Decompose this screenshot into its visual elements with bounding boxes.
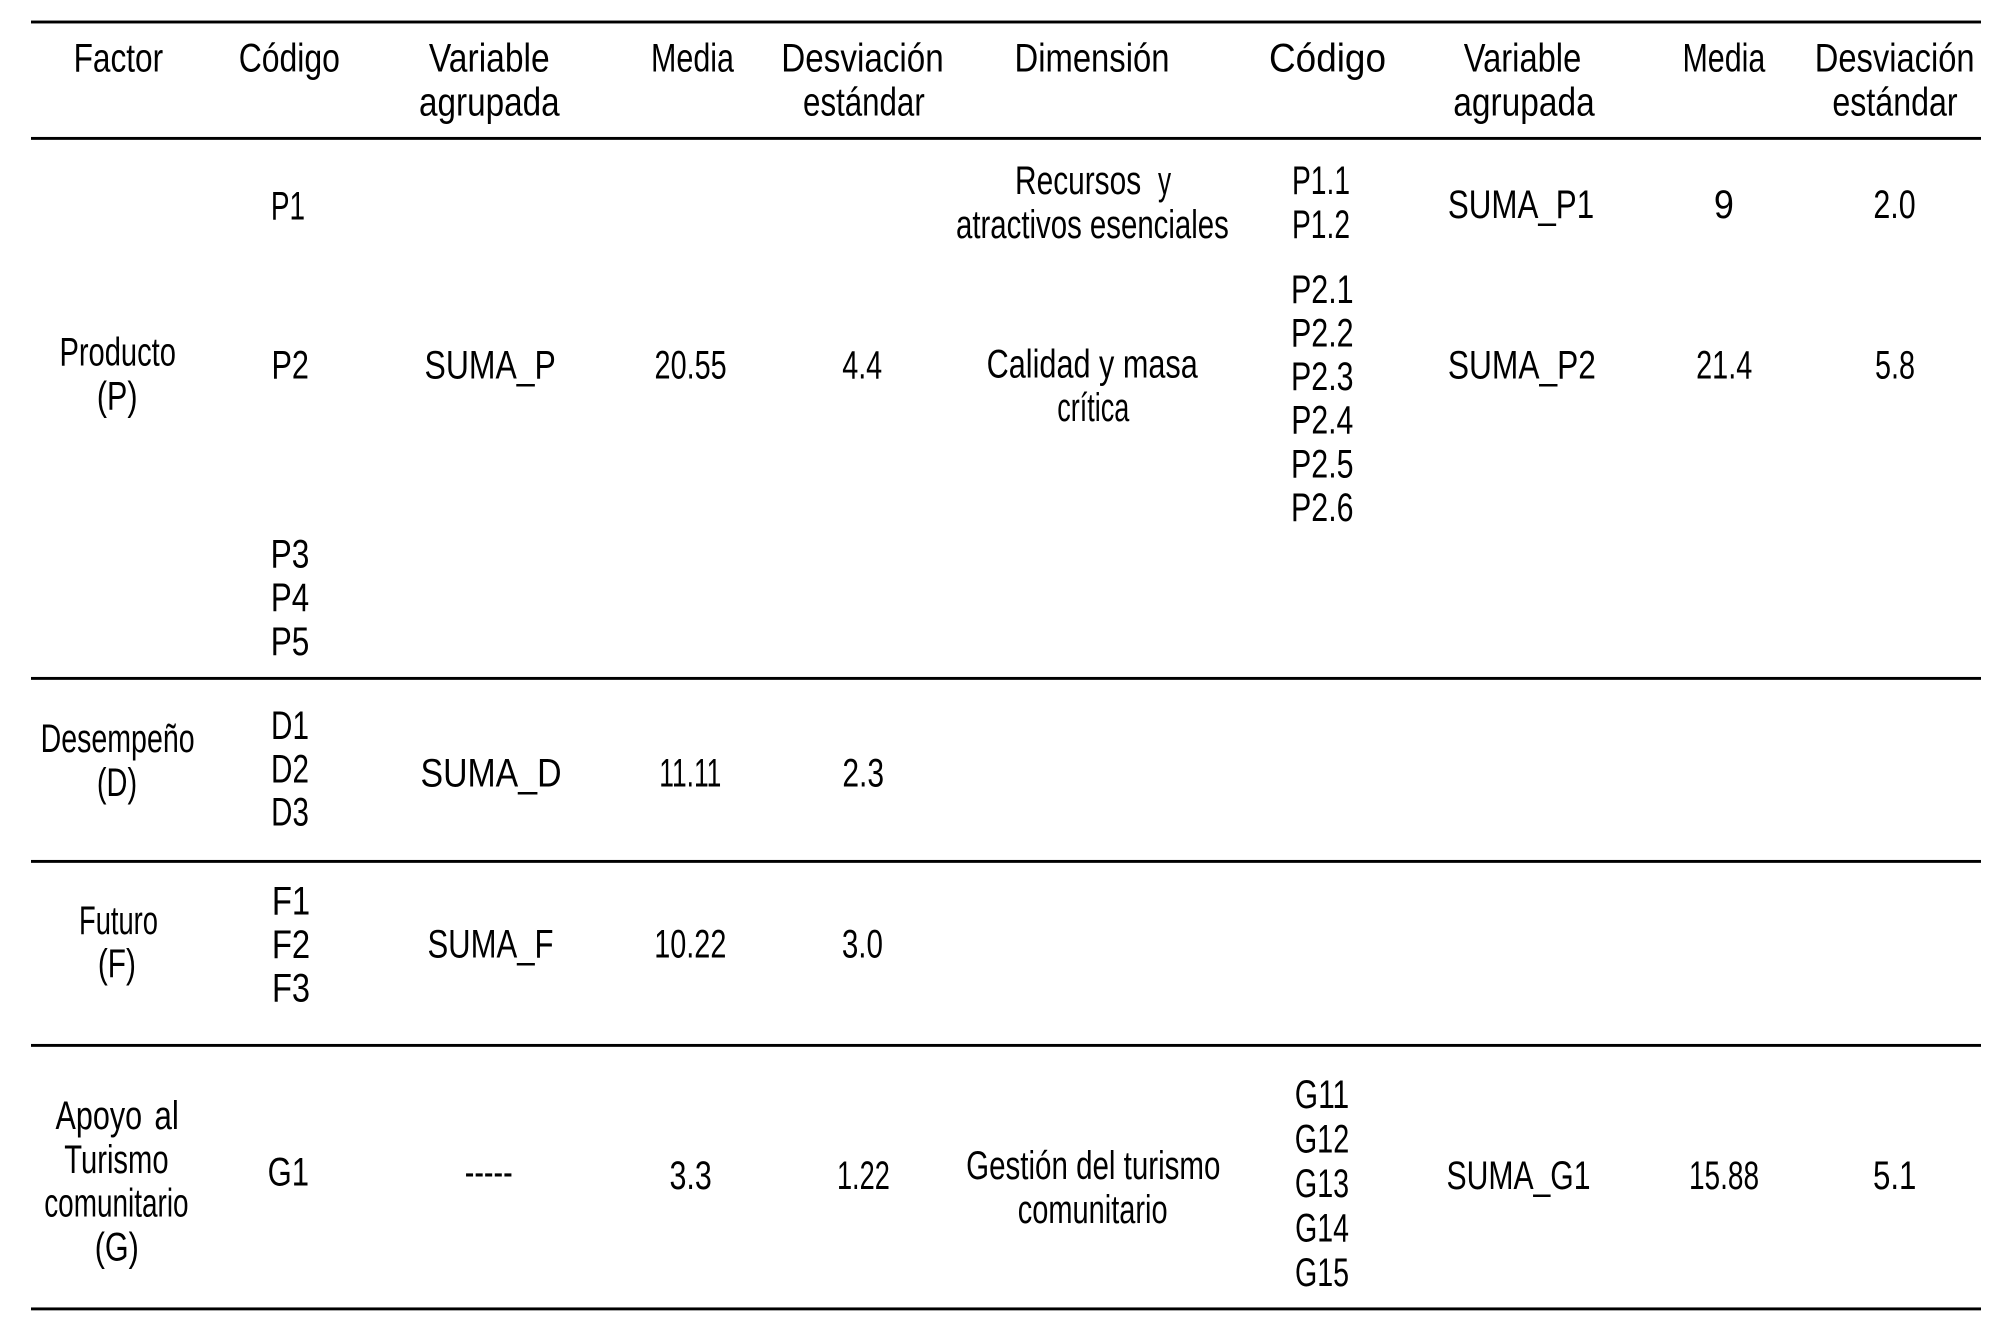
svg-text:estándar: estándar [803, 81, 925, 125]
svg-text:P2.4: P2.4 [1291, 399, 1353, 443]
svg-text:Factor: Factor [74, 37, 164, 81]
svg-text:15.88: 15.88 [1689, 1154, 1759, 1198]
svg-text:G15: G15 [1295, 1251, 1349, 1295]
svg-text:P2.1: P2.1 [1291, 268, 1354, 312]
svg-text:3.0: 3.0 [842, 923, 883, 967]
svg-text:SUMA_P1: SUMA_P1 [1448, 183, 1594, 227]
svg-text:21.4: 21.4 [1696, 343, 1752, 387]
svg-text:SUMA_P2: SUMA_P2 [1448, 343, 1596, 387]
svg-text:Apoyo: Apoyo [56, 1094, 143, 1138]
svg-text:crítica: crítica [1057, 386, 1130, 430]
svg-text:2.0: 2.0 [1873, 183, 1915, 227]
svg-text:Variable: Variable [429, 37, 550, 81]
svg-text:3.3: 3.3 [669, 1154, 711, 1198]
svg-text:P5: P5 [271, 620, 310, 664]
svg-text:20.55: 20.55 [655, 343, 727, 387]
svg-text:(D): (D) [97, 761, 137, 805]
svg-text:9: 9 [1714, 183, 1734, 227]
svg-text:F1: F1 [272, 879, 310, 923]
svg-text:SUMA_F: SUMA_F [427, 923, 553, 967]
svg-text:agrupada: agrupada [1453, 81, 1595, 125]
svg-text:F2: F2 [272, 923, 310, 967]
svg-text:P1.1: P1.1 [1292, 159, 1350, 203]
svg-text:estándar: estándar [1832, 81, 1957, 125]
svg-text:(F): (F) [98, 942, 136, 986]
svg-text:al: al [154, 1094, 179, 1138]
svg-text:Producto: Producto [59, 331, 176, 375]
svg-text:Turismo: Turismo [64, 1138, 168, 1182]
svg-text:D2: D2 [271, 747, 309, 791]
svg-text:comunitario: comunitario [1018, 1188, 1168, 1232]
svg-text:P3: P3 [271, 532, 310, 576]
svg-text:Código: Código [239, 37, 340, 81]
svg-text:1.22: 1.22 [837, 1154, 890, 1198]
svg-text:10.22: 10.22 [654, 923, 726, 967]
svg-text:5.8: 5.8 [1875, 343, 1915, 387]
svg-text:11.11: 11.11 [659, 751, 721, 795]
svg-text:5.1: 5.1 [1873, 1154, 1916, 1198]
svg-text:SUMA_P: SUMA_P [425, 343, 556, 387]
svg-text:Código: Código [1269, 37, 1386, 81]
svg-text:G14: G14 [1295, 1206, 1349, 1250]
svg-text:agrupada: agrupada [419, 81, 560, 125]
svg-text:P4: P4 [271, 576, 309, 620]
svg-text:Dimensión: Dimensión [1015, 37, 1170, 81]
svg-text:Desviación: Desviación [781, 37, 943, 81]
svg-text:SUMA_G1: SUMA_G1 [1447, 1154, 1591, 1198]
svg-text:Media: Media [1682, 37, 1765, 81]
svg-text:P2.5: P2.5 [1291, 442, 1354, 486]
svg-text:(G): (G) [95, 1225, 139, 1269]
svg-text:y: y [1158, 159, 1171, 203]
svg-text:Futuro: Futuro [79, 899, 158, 943]
svg-text:SUMA_D: SUMA_D [421, 751, 562, 795]
svg-text:P2.2: P2.2 [1291, 312, 1354, 356]
svg-text:P2.3: P2.3 [1291, 355, 1354, 399]
svg-text:Media: Media [651, 37, 735, 81]
svg-text:G12: G12 [1295, 1118, 1349, 1162]
svg-text:Desempeño: Desempeño [41, 717, 195, 761]
svg-text:Gestión del turismo: Gestión del turismo [966, 1144, 1220, 1188]
svg-text:2.3: 2.3 [842, 751, 884, 795]
svg-text:Variable: Variable [1464, 37, 1582, 81]
svg-text:-----: ----- [465, 1151, 513, 1195]
svg-text:P1: P1 [271, 184, 305, 228]
svg-text:(P): (P) [97, 375, 138, 419]
svg-text:G1: G1 [268, 1151, 309, 1195]
svg-text:G11: G11 [1295, 1073, 1349, 1117]
svg-text:P2.6: P2.6 [1291, 486, 1354, 530]
svg-text:D1: D1 [271, 704, 309, 748]
svg-text:G13: G13 [1295, 1162, 1349, 1206]
svg-text:D3: D3 [271, 791, 309, 835]
svg-text:atractivos esenciales: atractivos esenciales [956, 203, 1229, 247]
svg-text:F3: F3 [272, 966, 310, 1010]
svg-text:P1.2: P1.2 [1292, 203, 1350, 247]
svg-text:Desviación: Desviación [1815, 37, 1975, 81]
svg-text:4.4: 4.4 [842, 343, 882, 387]
svg-text:Recursos: Recursos [1015, 159, 1141, 203]
svg-text:Calidad y masa: Calidad y masa [987, 343, 1199, 387]
svg-text:P2: P2 [271, 343, 309, 387]
svg-text:comunitario: comunitario [44, 1182, 188, 1226]
